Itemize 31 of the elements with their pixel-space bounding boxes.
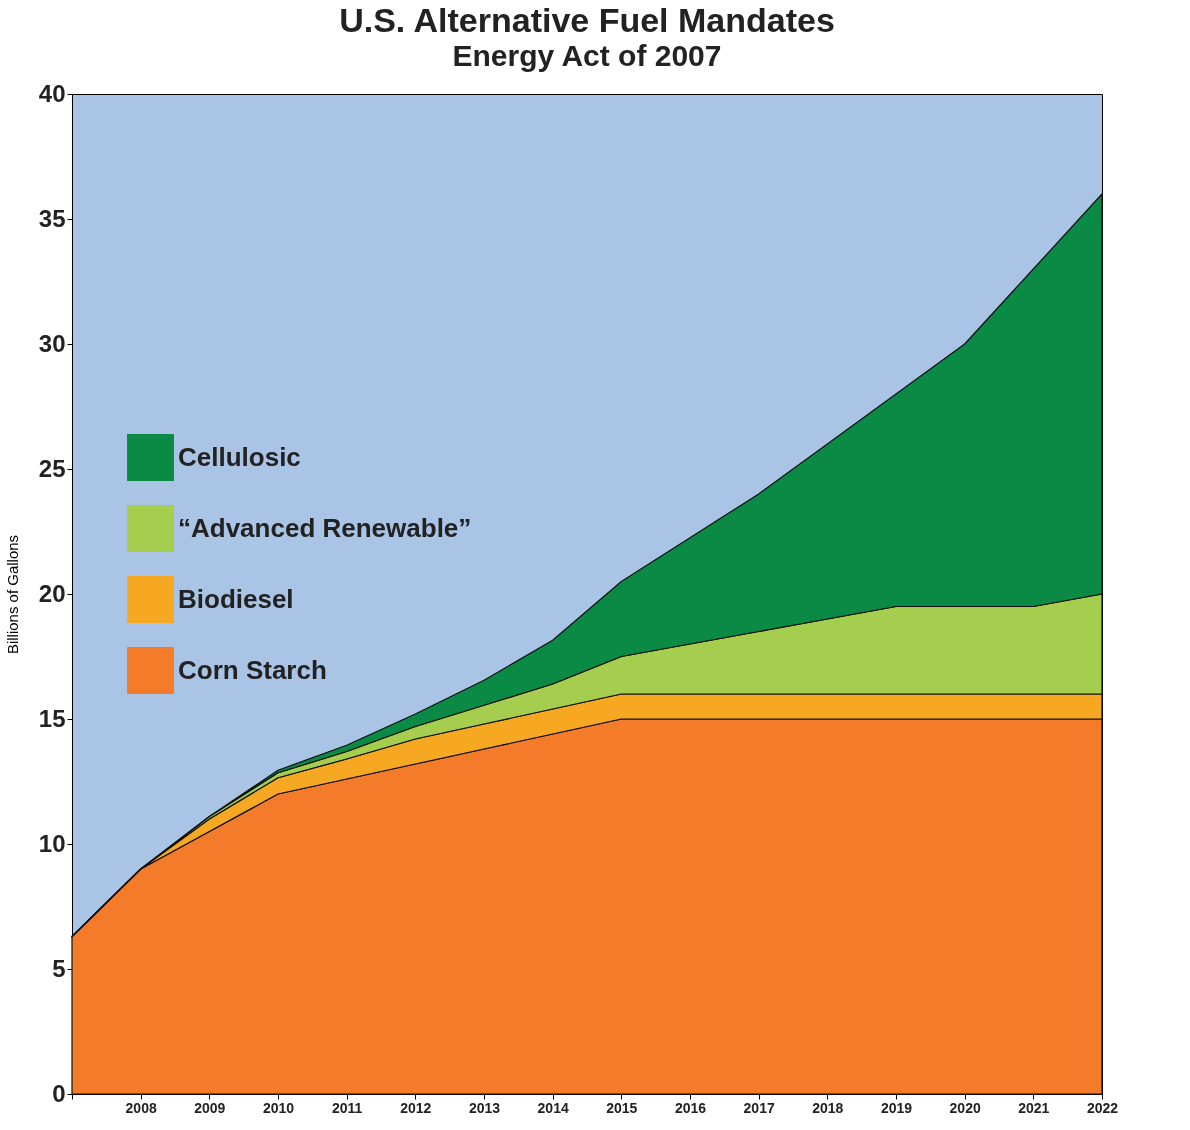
legend-label: Corn Starch (178, 654, 327, 685)
y-tick-label: 25 (38, 454, 66, 482)
y-tick-label: 30 (38, 329, 66, 357)
y-tick-label: 10 (38, 829, 66, 857)
y-tick-label: 35 (38, 204, 66, 232)
legend-label: Cellulosic (178, 441, 301, 472)
y-tick-label: 5 (52, 954, 66, 982)
x-tick-label: 2014 (537, 1099, 569, 1116)
x-tick-label: 2022 (1086, 1099, 1119, 1116)
x-tick-label: 2015 (606, 1099, 638, 1116)
x-tick-label: 2017 (743, 1099, 775, 1116)
x-tick-label: 2012 (400, 1099, 432, 1116)
x-tick-label: 2018 (812, 1099, 844, 1116)
x-tick-label: 2016 (674, 1099, 707, 1116)
y-tick-label: 40 (38, 79, 66, 107)
x-tick-label: 2013 (468, 1099, 501, 1116)
y-tick-label: 15 (38, 704, 66, 732)
chart-subtitle: Energy Act of 2007 (452, 39, 722, 72)
legend-label: Biodiesel (178, 583, 294, 614)
y-tick-label: 20 (38, 579, 66, 607)
x-tick-label: 2009 (194, 1099, 226, 1116)
x-tick-label: 2011 (331, 1099, 363, 1116)
legend-label: “Advanced Renewable” (178, 512, 472, 543)
chart-title: U.S. Alternative Fuel Mandates (339, 1, 835, 39)
x-tick-label: 2020 (949, 1099, 981, 1116)
y-tick-label: 0 (52, 1079, 66, 1107)
x-tick-label: 2019 (880, 1099, 913, 1116)
x-tick-label: 2021 (1018, 1099, 1050, 1116)
x-tick-label: 2008 (125, 1099, 157, 1116)
x-tick-label: 2010 (262, 1099, 295, 1116)
y-axis-title: Billions of Gallons (3, 534, 21, 655)
